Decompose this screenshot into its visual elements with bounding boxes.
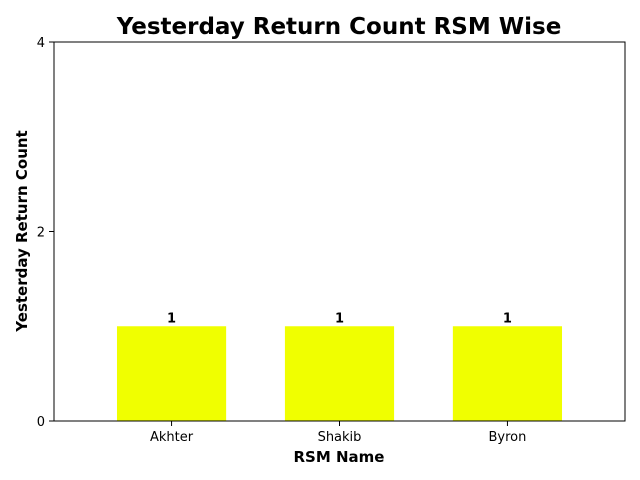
bar-akhter <box>116 326 227 421</box>
y-axis-label: Yesterday Return Count <box>13 130 31 332</box>
x-axis-label: RSM Name <box>294 448 385 466</box>
y-tick-label-0: 0 <box>37 415 45 430</box>
x-tick-label-akhter: Akhter <box>150 430 194 445</box>
plot-area: 1 Akhter 1 Shakib 1 Byron 0 2 4 <box>37 36 626 445</box>
data-label-akhter: 1 <box>167 311 176 326</box>
x-tick-label-shakib: Shakib <box>318 430 362 445</box>
bar-shakib <box>284 326 395 421</box>
y-tick-label-2: 2 <box>37 226 45 241</box>
x-tick-label-byron: Byron <box>489 430 527 445</box>
data-label-shakib: 1 <box>335 311 344 326</box>
data-label-byron: 1 <box>503 311 512 326</box>
y-tick-label-4: 4 <box>37 36 45 51</box>
axes-frame <box>53 41 626 422</box>
chart-title: Yesterday Return Count RSM Wise <box>116 14 562 40</box>
bar-byron <box>452 326 563 421</box>
